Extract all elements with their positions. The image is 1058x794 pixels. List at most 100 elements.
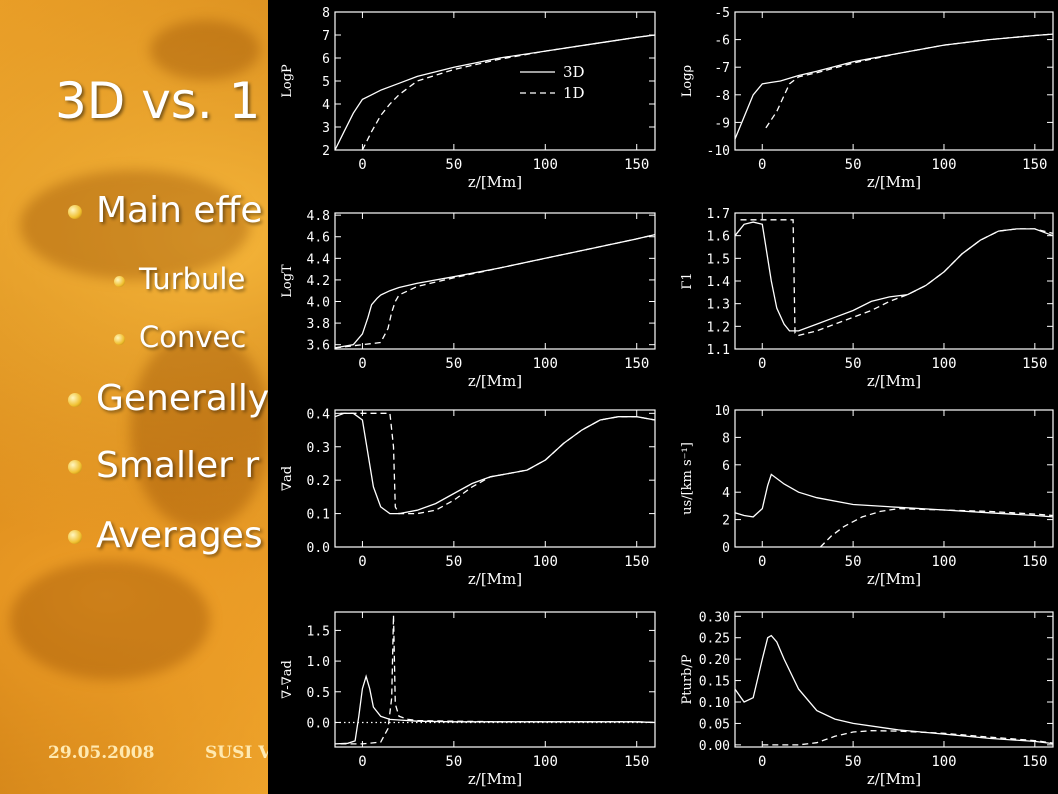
chart-6: 0 50 100 150 0 2 4 6 8 10 z/[Mm] us/[km s⁻¹]	[680, 404, 1054, 588]
x-axis-label: z/[Mm]	[468, 372, 522, 390]
x-axis-label: z/[Mm]	[468, 173, 522, 191]
chart-8: 0 50 100 150 0.00 0.05 0.10 0.15 0.20 0.25 0.30 z/[…	[680, 610, 1054, 788]
plot-frame	[334, 611, 656, 748]
plot-frame	[734, 409, 1054, 548]
series-line-3d	[334, 233, 656, 349]
footer-date: 29.05.2008	[48, 743, 155, 763]
chart-4: 0 50 100 150 1.1 1.2 1.3 1.4 1.5 1.6 1.7 z/[Mm] Γ1	[680, 207, 1054, 390]
x-tick-label: 150	[1022, 754, 1047, 770]
plot-frame	[334, 11, 656, 151]
bullet-dot-icon	[114, 333, 125, 345]
y-tick-label: 1.7	[707, 207, 730, 222]
y-tick-label: 5	[322, 75, 330, 90]
y-tick-label: 4	[722, 486, 730, 501]
series-line-1d	[340, 412, 656, 515]
y-tick-label: 0.0	[307, 716, 330, 731]
x-axis-label: z/[Mm]	[468, 570, 522, 588]
y-tick-label: 3.6	[307, 339, 330, 354]
y-tick-label: 0.30	[699, 610, 730, 625]
y-tick-label: 4.0	[307, 296, 330, 311]
y-tick-label: 0.2	[307, 474, 330, 489]
footer-text: SUSI V	[205, 743, 272, 763]
series-line-3d	[734, 634, 1054, 745]
y-tick-label: -9	[714, 116, 730, 131]
sub-bullet-item: Convec	[114, 320, 246, 354]
series-line-1d	[819, 507, 1054, 548]
x-tick-label: 100	[533, 356, 558, 372]
chart-1: 0 50 100 150 2 3 4 5 6 7 8 z/[Mm] LogP 3D 1D	[280, 6, 656, 191]
y-tick-label: -8	[714, 89, 730, 104]
series-line-3d	[334, 34, 656, 151]
y-tick-label: 4.8	[307, 209, 330, 224]
bullet-dot-icon	[114, 275, 125, 287]
y-tick-label: 0.10	[699, 696, 730, 711]
y-axis-label: Logρ	[680, 65, 695, 97]
x-tick-label: 50	[845, 754, 862, 770]
y-axis-label: ∇ad	[280, 466, 295, 491]
x-tick-label: 0	[758, 356, 766, 372]
x-tick-label: 150	[1022, 157, 1047, 173]
y-axis-label: LogP	[280, 64, 295, 98]
series-line-1d	[361, 34, 656, 151]
y-tick-label: -10	[707, 144, 730, 159]
chart-5: 0 50 100 150 0.0 0.1 0.2 0.3 0.4 z/[Mm] ∇ad	[280, 407, 656, 588]
y-tick-label: 4.6	[307, 231, 330, 246]
y-tick-label: 1.6	[707, 230, 730, 245]
x-tick-label: 150	[1022, 554, 1047, 570]
series-line-1d	[334, 233, 656, 349]
x-tick-label: 50	[845, 554, 862, 570]
y-tick-label: 0.15	[699, 675, 730, 690]
y-tick-label: 1.5	[707, 252, 730, 267]
x-tick-label: 0	[758, 157, 766, 173]
x-tick-label: 100	[533, 157, 558, 173]
plot-frame	[734, 11, 1054, 151]
y-tick-label: 3.8	[307, 317, 330, 332]
plot-frame	[734, 611, 1054, 748]
y-tick-label: 1.1	[707, 343, 730, 358]
y-tick-label: 1.2	[707, 320, 730, 335]
x-axis-label: z/[Mm]	[867, 570, 921, 588]
bullet-item: Averages	[68, 515, 263, 556]
x-tick-label: 50	[445, 554, 462, 570]
x-tick-label: 0	[758, 754, 766, 770]
series-line-1d	[340, 615, 656, 745]
y-tick-label: 4.4	[307, 252, 331, 267]
y-tick-label: 7	[322, 29, 330, 44]
x-axis-label: z/[Mm]	[867, 372, 921, 390]
series-line-1d	[762, 730, 1054, 746]
x-tick-label: 150	[624, 356, 649, 372]
x-tick-label: 100	[931, 157, 956, 173]
y-axis-label: ∇-∇ad	[280, 660, 295, 699]
x-tick-label: 100	[931, 554, 956, 570]
granule-shadow	[20, 170, 250, 280]
granule-shadow	[130, 330, 270, 530]
sub-bullet-item: Turbule	[114, 262, 245, 296]
y-tick-label: 4.2	[307, 274, 330, 289]
granule-shadow	[150, 20, 260, 80]
y-tick-label: 6	[322, 52, 330, 67]
y-axis-label: us/[km s⁻¹]	[680, 442, 695, 515]
bullet-dot-icon	[68, 460, 82, 474]
y-tick-label: 1.0	[307, 655, 330, 670]
bullet-dot-icon	[68, 530, 82, 544]
y-tick-label: -6	[714, 34, 730, 49]
x-tick-label: 0	[358, 157, 366, 173]
series-line-3d	[734, 33, 1054, 140]
plot-frame	[734, 212, 1054, 350]
y-tick-label: 0	[722, 541, 730, 556]
x-tick-label: 50	[445, 754, 462, 770]
x-axis-label: z/[Mm]	[867, 173, 921, 191]
series-line-3d	[334, 412, 656, 515]
bullet-text: Generally	[96, 378, 270, 419]
y-tick-label: 0.3	[307, 441, 330, 456]
legend-label: 1D	[563, 84, 585, 102]
y-tick-label: 8	[722, 431, 730, 446]
chart-panel	[268, 0, 1058, 794]
y-tick-label: 4	[322, 98, 330, 113]
slide-title: 3D vs. 1	[55, 72, 261, 130]
x-tick-label: 0	[758, 554, 766, 570]
y-tick-label: 0.25	[699, 632, 730, 647]
y-tick-label: 0.1	[307, 508, 330, 523]
plot-frame	[334, 409, 656, 548]
bullet-text: Main effe	[96, 190, 263, 231]
